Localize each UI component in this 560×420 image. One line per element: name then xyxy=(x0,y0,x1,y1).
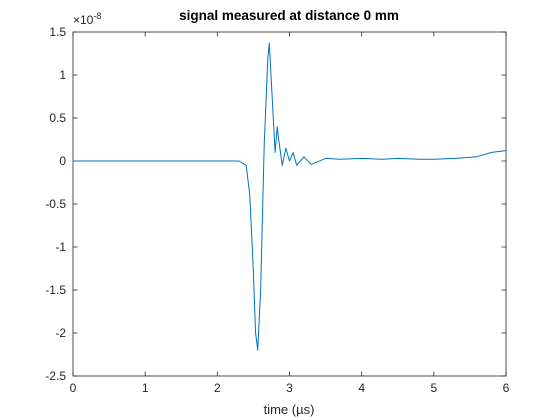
y-multiplier-exponent: -8 xyxy=(93,11,101,21)
y-tick-label: 1.5 xyxy=(49,25,66,39)
chart-title: signal measured at distance 0 mm xyxy=(179,8,399,23)
axes-box xyxy=(72,31,507,377)
y-tick-label: 0.5 xyxy=(49,111,66,125)
x-tick-label: 0 xyxy=(70,381,77,395)
y-tick-label: -2 xyxy=(55,326,66,340)
x-tick-label: 5 xyxy=(430,381,437,395)
x-axis-label: time (µs) xyxy=(264,402,315,417)
y-multiplier-base: ×10 xyxy=(73,13,94,27)
plot-area: 0 1 2 3 4 5 6 1.5 1 0.5 0 -0.5 -1 -1.5 -2 -2.5 xyxy=(45,25,509,395)
y-tick-label: 0 xyxy=(59,154,66,168)
x-tick-label: 2 xyxy=(214,381,221,395)
y-multiplier-label: ×10-8 xyxy=(73,11,101,27)
y-tick-label: 1 xyxy=(59,68,66,82)
x-tick-label: 6 xyxy=(503,381,510,395)
y-tick-label: -1.5 xyxy=(45,283,66,297)
y-tick-label: -2.5 xyxy=(45,369,66,383)
x-tick-label: 4 xyxy=(358,381,365,395)
signal-line xyxy=(73,42,507,351)
y-tick-label: -1 xyxy=(55,240,66,254)
y-tick-label: -0.5 xyxy=(45,197,66,211)
x-tick-label: 1 xyxy=(142,381,149,395)
x-tick-label: 3 xyxy=(286,381,293,395)
